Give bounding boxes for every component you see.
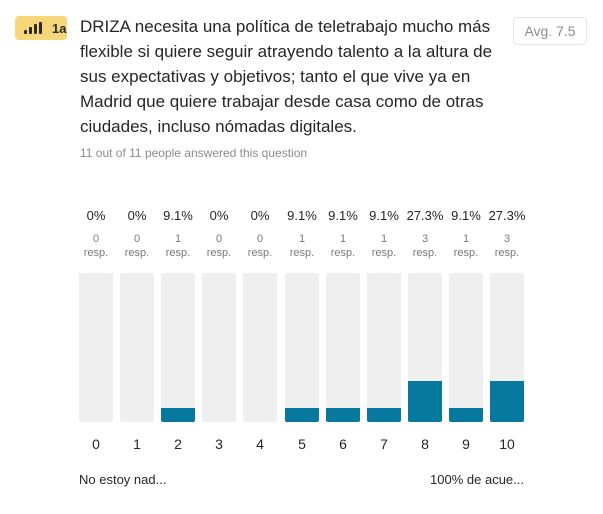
scale-value-label: 4 xyxy=(256,436,264,452)
bar-fill xyxy=(408,381,442,422)
bar-percent-label: 27.3% xyxy=(488,208,526,223)
bar-response-count: 1 resp. xyxy=(330,233,356,259)
bar-response-count: 1 resp. xyxy=(289,233,315,259)
bar-track[interactable] xyxy=(367,273,401,422)
scale-value-label: 9 xyxy=(462,436,470,452)
question-number: 1a xyxy=(52,20,67,36)
bar-response-count: 3 resp. xyxy=(494,233,520,259)
bar-track[interactable] xyxy=(408,273,442,422)
question-badge: 1a xyxy=(15,16,67,40)
bar-percent-label: 0% xyxy=(86,208,106,223)
bar-percent-label: 9.1% xyxy=(287,208,317,223)
answered-count: 11 out of 11 people answered this questi… xyxy=(80,146,308,160)
bar-track[interactable] xyxy=(120,273,154,422)
bar-track[interactable] xyxy=(449,273,483,422)
bar-response-count: 1 resp. xyxy=(165,233,191,259)
bar-track[interactable] xyxy=(490,273,524,422)
bar-fill xyxy=(285,408,319,422)
bar-fill xyxy=(326,408,360,422)
scale-min-label: No estoy nad... xyxy=(79,472,167,487)
bar-fill xyxy=(449,408,483,422)
scale-value-label: 7 xyxy=(380,436,388,452)
bar-response-count: 0 resp. xyxy=(247,233,273,259)
scale-value-label: 10 xyxy=(499,436,515,452)
bar-percent-label: 0% xyxy=(209,208,229,223)
bar-track[interactable] xyxy=(243,273,277,422)
bar-track[interactable] xyxy=(326,273,360,422)
bar-response-count: 0 resp. xyxy=(124,233,150,259)
bar-response-count: 0 resp. xyxy=(83,233,109,259)
scale-value-label: 6 xyxy=(339,436,347,452)
scale-value-label: 1 xyxy=(133,436,141,452)
bar-percent-label: 0% xyxy=(250,208,270,223)
bar-percent-label: 9.1% xyxy=(163,208,193,223)
bar-percent-label: 27.3% xyxy=(406,208,444,223)
scale-value-label: 2 xyxy=(174,436,182,452)
scale-value-label: 8 xyxy=(421,436,429,452)
bar-track[interactable] xyxy=(79,273,113,422)
bar-track[interactable] xyxy=(285,273,319,422)
bar-fill xyxy=(367,408,401,422)
scale-max-label: 100% de acue... xyxy=(430,472,524,487)
bar-fill xyxy=(490,381,524,422)
question-text: DRIZA necesita una política de teletraba… xyxy=(80,17,493,136)
scale-value-label: 3 xyxy=(215,436,223,452)
bar-response-count: 1 resp. xyxy=(371,233,397,259)
bar-response-count: 1 resp. xyxy=(453,233,479,259)
bar-track[interactable] xyxy=(161,273,195,422)
bar-chart-icon xyxy=(24,22,42,34)
bar-percent-label: 9.1% xyxy=(328,208,358,223)
bar-response-count: 3 resp. xyxy=(412,233,438,259)
bar-fill xyxy=(161,408,195,422)
bar-track[interactable] xyxy=(202,273,236,422)
bar-percent-label: 0% xyxy=(127,208,147,223)
scale-value-label: 5 xyxy=(298,436,306,452)
bar-percent-label: 9.1% xyxy=(369,208,399,223)
bar-percent-label: 9.1% xyxy=(451,208,481,223)
bar-response-count: 0 resp. xyxy=(206,233,232,259)
scale-value-label: 0 xyxy=(92,436,100,452)
average-badge: Avg. 7.5 xyxy=(513,17,587,45)
